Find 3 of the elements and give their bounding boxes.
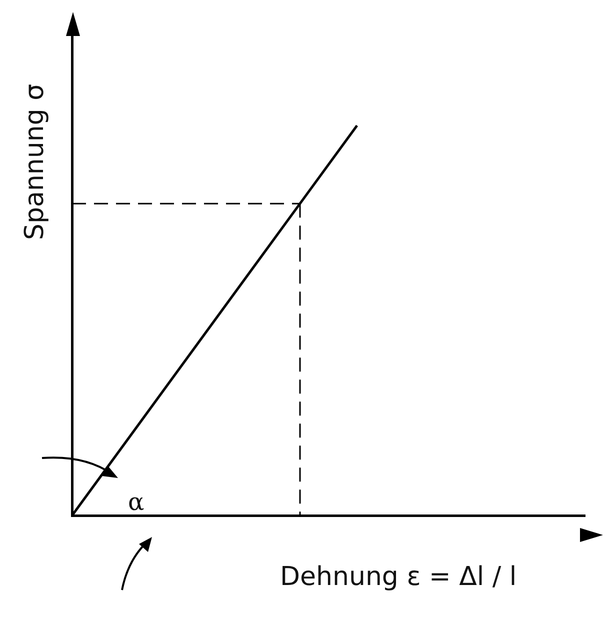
x-axis-title: Dehnung ε = Δl / l: [280, 562, 517, 592]
annotation: α: [128, 488, 144, 516]
y-axis-title: Spannung σ: [20, 84, 50, 240]
